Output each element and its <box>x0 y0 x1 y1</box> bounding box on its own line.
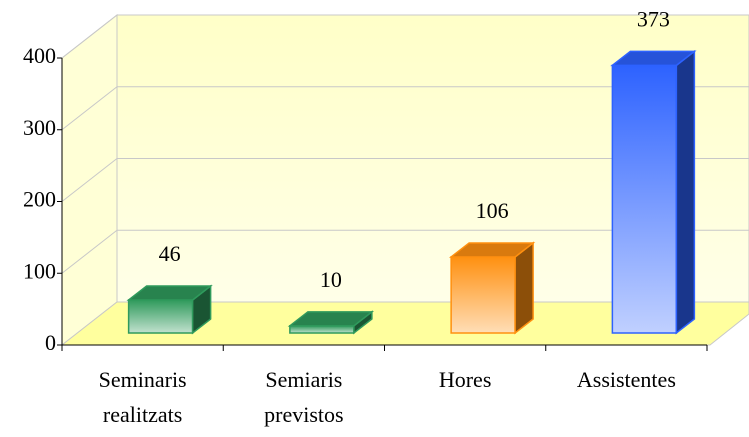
x-tick-label: Hores <box>439 367 492 392</box>
bar-top <box>126 285 213 301</box>
bar <box>448 241 536 335</box>
data-label: 106 <box>476 198 509 223</box>
bar <box>610 49 697 335</box>
x-tick-label: realitzats <box>103 402 182 427</box>
x-tick-label: previstos <box>264 402 343 427</box>
bar <box>287 310 375 335</box>
grid-line <box>61 158 749 202</box>
y-tick-label: 0 <box>45 330 56 355</box>
y-tick-label: 200 <box>23 187 56 212</box>
bar-side <box>675 49 696 335</box>
bar-front <box>289 325 355 334</box>
x-tick-label: Semiaris <box>265 367 342 392</box>
x-tick-label: Seminaris <box>99 367 187 392</box>
bar-top <box>287 311 375 327</box>
bar <box>126 284 213 335</box>
bar-top <box>610 50 697 67</box>
grid-line <box>61 14 749 59</box>
bar-top <box>448 242 536 258</box>
grid-line <box>61 229 749 274</box>
data-label: 10 <box>320 267 342 292</box>
grid-line <box>61 86 749 131</box>
y-tick-label: 300 <box>23 115 56 140</box>
bar-front <box>611 64 678 334</box>
data-label: 46 <box>159 241 181 266</box>
bar-side <box>514 241 534 335</box>
data-label: 373 <box>637 6 670 31</box>
y-tick-label: 400 <box>23 43 56 68</box>
x-tick-label: Assistentes <box>577 367 676 392</box>
bar-front <box>450 256 516 334</box>
y-tick-label: 100 <box>23 258 56 283</box>
bar-front <box>127 299 194 334</box>
